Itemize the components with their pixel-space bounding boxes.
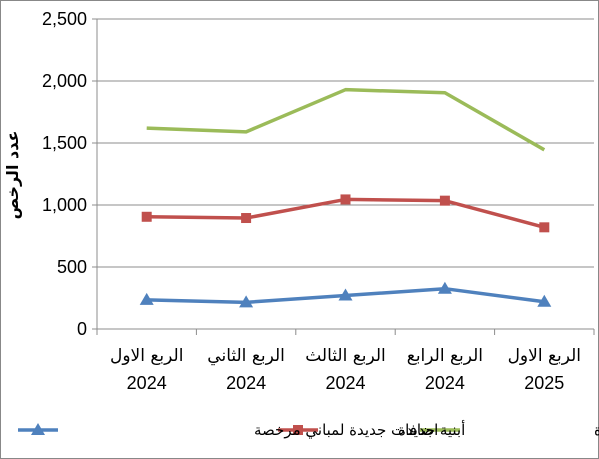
- point-marker-triangle: [338, 288, 353, 301]
- y-tick-label: 1,000: [42, 195, 87, 215]
- x-tick-label-year: 2024: [325, 373, 365, 393]
- point-marker-triangle: [437, 281, 452, 294]
- y-tick-label: 0: [77, 319, 87, 339]
- x-tick-label-year: 2024: [127, 373, 167, 393]
- x-tick-label-quarter: الربع الاول: [508, 346, 581, 366]
- point-marker-triangle: [537, 294, 552, 307]
- series-line: [146, 87, 546, 152]
- point-marker-square: [539, 222, 550, 233]
- point-marker-triangle: [31, 423, 45, 435]
- y-tick-labels: 0 500 1,000 1,500 2,000 2,500: [42, 9, 87, 339]
- point-marker-triangle: [139, 292, 154, 305]
- point-marker-square: [439, 195, 450, 206]
- point-marker-square: [340, 194, 351, 205]
- x-tick-label-year: 2025: [524, 373, 564, 393]
- x-tick-label-quarter: الربع الرابع: [407, 346, 483, 366]
- legend-label: أبنية جديدة: [398, 420, 465, 439]
- y-axis-label: عدد الرخص: [3, 131, 22, 220]
- legend-label: اضافات جديدة لمباني مرخصة: [254, 421, 438, 440]
- x-tick-labels: الربع الاول 2024 الربع الثاني 2024 الربع الث…: [110, 346, 581, 393]
- legend-label: الرخص الصادرة: [594, 421, 599, 439]
- y-tick-label: 1,500: [42, 133, 87, 153]
- y-axis-label-group: عدد الرخص: [3, 131, 22, 220]
- x-tick-label-quarter: الربع الثالث: [305, 346, 386, 366]
- grid-lines: [97, 18, 594, 268]
- x-tick-label-quarter: الربع الاول: [110, 346, 183, 366]
- point-marker-square: [293, 425, 303, 435]
- point-marker-square: [241, 213, 252, 224]
- x-tick-label-year: 2024: [226, 373, 266, 393]
- point-marker-triangle: [239, 295, 254, 308]
- series-lines: [139, 87, 552, 308]
- x-tick-label-quarter: الربع الثاني: [207, 346, 285, 366]
- y-tick-label: 2,000: [42, 71, 87, 91]
- axes: [92, 18, 595, 335]
- y-tick-label: 500: [57, 257, 87, 277]
- point-marker-square: [141, 211, 152, 222]
- x-tick-label-year: 2024: [425, 373, 465, 393]
- y-tick-label: 2,500: [42, 9, 87, 29]
